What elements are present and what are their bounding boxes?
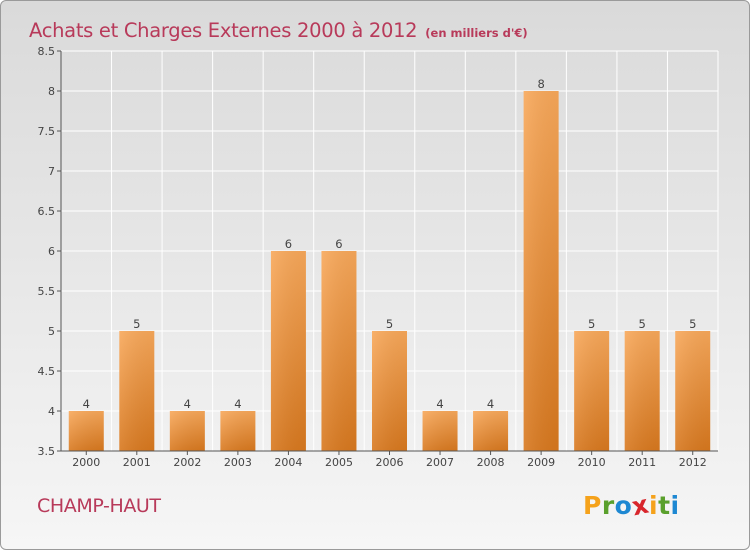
logo-letter: i <box>649 491 659 520</box>
y-tick-label: 8 <box>48 85 55 98</box>
chart-title: Achats et Charges Externes 2000 à 2012 (e… <box>29 7 528 45</box>
y-tick-label: 8.5 <box>38 45 56 58</box>
x-tick-label: 2005 <box>325 456 353 469</box>
title-unit: (en milliers d'€) <box>425 26 528 40</box>
logo-letter: i <box>670 491 680 520</box>
data-label: 5 <box>133 317 140 331</box>
x-tick-label: 2006 <box>376 456 404 469</box>
axes <box>57 50 718 455</box>
logo-letter: o <box>614 491 633 520</box>
y-tick-label: 5.5 <box>38 285 56 298</box>
data-label: 5 <box>689 317 696 331</box>
x-tick-label: 2010 <box>578 456 606 469</box>
bar-shine <box>372 331 407 451</box>
logo-letter: t <box>658 491 671 520</box>
y-tick-label: 6 <box>48 245 55 258</box>
y-tick-label: 4.5 <box>38 365 56 378</box>
x-tick-label: 2009 <box>527 456 555 469</box>
data-label: 4 <box>487 397 494 411</box>
bar-shine <box>270 251 306 451</box>
bar-shine <box>523 91 559 451</box>
labels: 3.5 4 4.5 5 5.5 6 6.5 7 7.5 8 8.5 4 2000 5 2001 4 2002 4 2… <box>38 45 707 469</box>
data-label: 4 <box>184 397 191 411</box>
y-tick-label: 7.5 <box>38 125 56 138</box>
data-label: 4 <box>436 397 443 411</box>
x-tick-label: 2007 <box>426 456 454 469</box>
y-tick-label: 3.5 <box>38 445 56 458</box>
bar-shine <box>220 411 256 451</box>
y-tick-label: 7 <box>48 165 55 178</box>
data-label: 8 <box>537 77 544 91</box>
x-tick-label: 2004 <box>274 456 302 469</box>
x-tick-label: 2002 <box>173 456 201 469</box>
title-text: Achats et Charges Externes 2000 à 2012 <box>29 19 418 42</box>
y-tick-label: 6.5 <box>38 205 56 218</box>
bar-shine <box>624 331 660 451</box>
x-tick-label: 2001 <box>123 456 151 469</box>
y-tick-label: 4 <box>48 405 55 418</box>
bar-shine <box>574 331 610 451</box>
data-label: 4 <box>83 397 90 411</box>
bar-shine <box>119 331 155 451</box>
bar-shine <box>68 411 104 451</box>
data-label: 5 <box>588 317 595 331</box>
bar-shine <box>473 411 509 451</box>
bars <box>68 91 711 451</box>
x-tick-label: 2008 <box>477 456 505 469</box>
bar-shine <box>422 411 458 451</box>
data-label: 5 <box>639 317 646 331</box>
x-tick-label: 2012 <box>679 456 707 469</box>
bar-shine <box>675 331 711 451</box>
x-tick-label: 2000 <box>72 456 100 469</box>
logo-letter: P <box>583 491 602 520</box>
commune-name: CHAMP-HAUT <box>37 495 161 517</box>
proxiti-logo: Proxiti <box>583 490 680 522</box>
y-tick-label: 5 <box>48 325 55 338</box>
data-label: 6 <box>285 237 292 251</box>
data-label: 6 <box>335 237 342 251</box>
bar-shine <box>321 251 357 451</box>
bar-shine <box>169 411 205 451</box>
x-tick-label: 2003 <box>224 456 252 469</box>
data-label: 5 <box>386 317 393 331</box>
x-tick-label: 2011 <box>628 456 656 469</box>
logo-letter: r <box>601 491 615 520</box>
data-label: 4 <box>234 397 241 411</box>
